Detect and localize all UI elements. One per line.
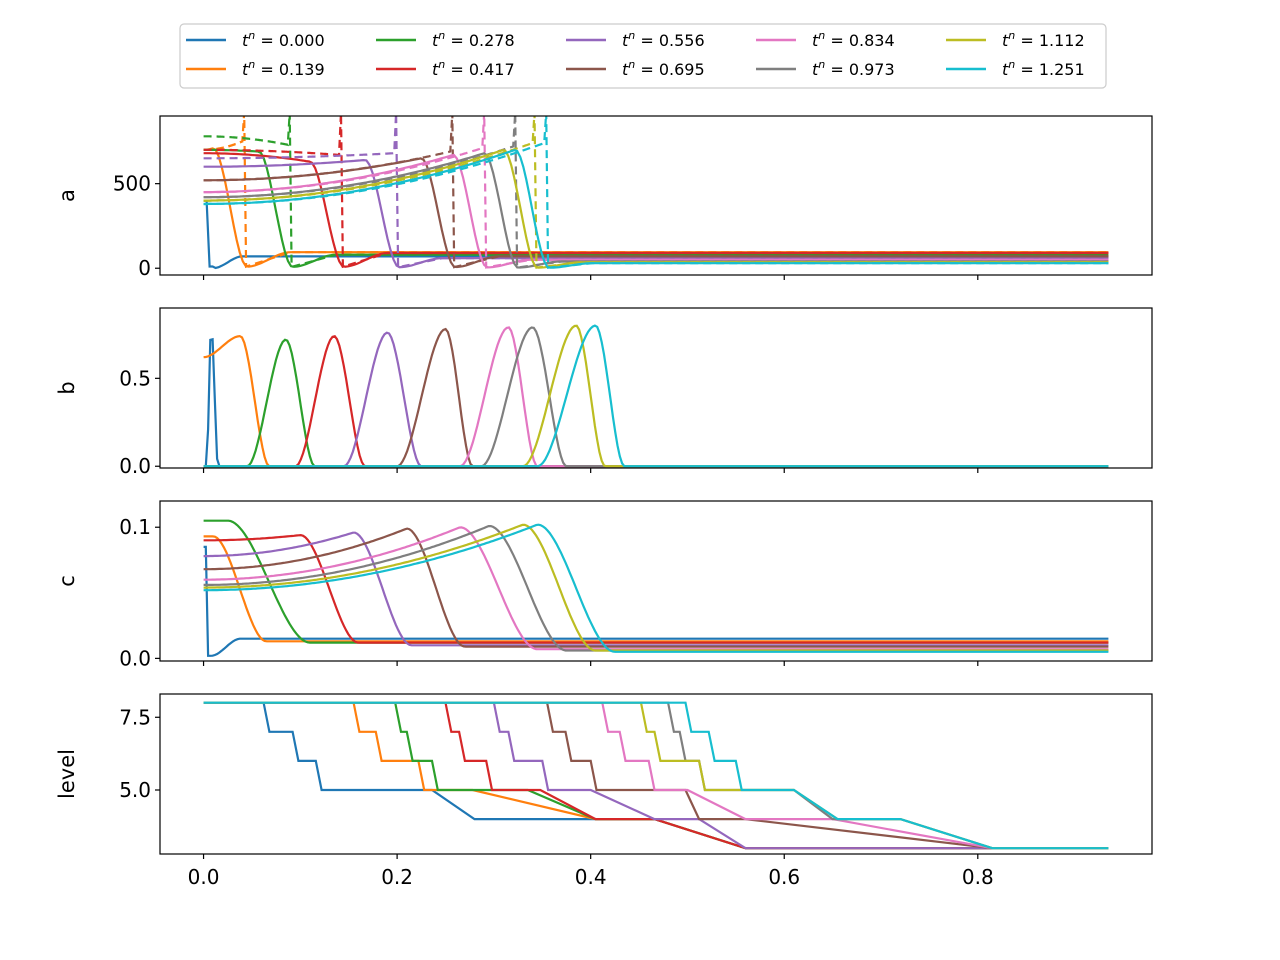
series-dashed-a (203, 116, 1109, 269)
legend-label: tn = 0.000 (242, 29, 325, 50)
series-line-c (203, 531, 1109, 647)
series-line-level (203, 701, 1109, 850)
series-line-c (203, 533, 1109, 644)
y-tick-label: 0.5 (119, 366, 151, 390)
series-line-level (203, 701, 1109, 850)
series-dashed-a (203, 116, 1109, 269)
series-line-a (203, 158, 1109, 269)
series-line-c (203, 545, 1109, 657)
legend-label: tn = 1.112 (1002, 29, 1085, 50)
x-tick-label: 0.2 (381, 865, 413, 889)
y-axis-label: c (55, 575, 79, 587)
series-dashed-a (203, 116, 1109, 269)
legend-label: tn = 1.251 (1002, 58, 1085, 79)
legend-label: tn = 0.834 (812, 29, 895, 50)
axes-frame (159, 115, 1153, 276)
y-tick-label: 0.0 (119, 646, 151, 670)
x-tick-label: 0.8 (962, 865, 994, 889)
series-line-c (203, 527, 1109, 648)
panel-b: 0.0 0.5 b (55, 307, 1153, 478)
series-dashed-a (203, 116, 1109, 269)
plot-area-c (203, 519, 1109, 657)
series-dashed-a (203, 116, 1109, 269)
legend-label: tn = 0.973 (812, 58, 895, 79)
legend-label: tn = 0.695 (622, 58, 705, 79)
axes-frame (159, 307, 1153, 469)
series-dashed-a (203, 116, 1109, 269)
panel-level: 5.0 7.5 0.0 0.2 0.4 0.6 0.8 level (55, 693, 1153, 889)
y-tick-label: 0.1 (119, 515, 151, 539)
axes-frame (159, 693, 1153, 855)
y-tick-label: 500 (113, 172, 151, 196)
x-tick-label: 0.6 (768, 865, 800, 889)
legend-label: tn = 0.417 (432, 58, 515, 79)
legend-label: tn = 0.139 (242, 58, 325, 79)
y-axis-label: level (55, 749, 79, 799)
legend-label: tn = 0.556 (622, 29, 705, 50)
series-line-a (203, 157, 1109, 269)
y-tick-label: 5.0 (119, 778, 151, 802)
plot-area-a (203, 116, 1109, 270)
series-line-c (203, 523, 1109, 653)
y-tick-label: 0 (138, 256, 151, 280)
x-tick-label: 0.0 (188, 865, 220, 889)
panel-a: 0 500 a (55, 115, 1153, 280)
series-dashed-a (203, 116, 1109, 269)
series-line-c (203, 526, 1109, 651)
series-line-c (203, 523, 1109, 652)
series-line-level (203, 701, 1109, 850)
legend-label: tn = 0.278 (432, 29, 515, 50)
series-line-b (203, 324, 1109, 468)
y-axis-label: a (55, 189, 79, 202)
axes-frame (159, 500, 1153, 662)
y-axis-label: b (55, 381, 79, 394)
x-tick-label: 0.4 (575, 865, 607, 889)
y-tick-label: 0.0 (119, 454, 151, 478)
legend: tn = 0.000 tn = 0.139 tn = 0.278 tn = 0.417… (179, 23, 1107, 89)
plot-area-level (203, 701, 1109, 850)
panel-c: 0.0 0.1 c (55, 500, 1153, 670)
series-line-level (203, 701, 1109, 850)
plot-area-b (203, 324, 1109, 468)
y-tick-label: 7.5 (119, 705, 151, 729)
